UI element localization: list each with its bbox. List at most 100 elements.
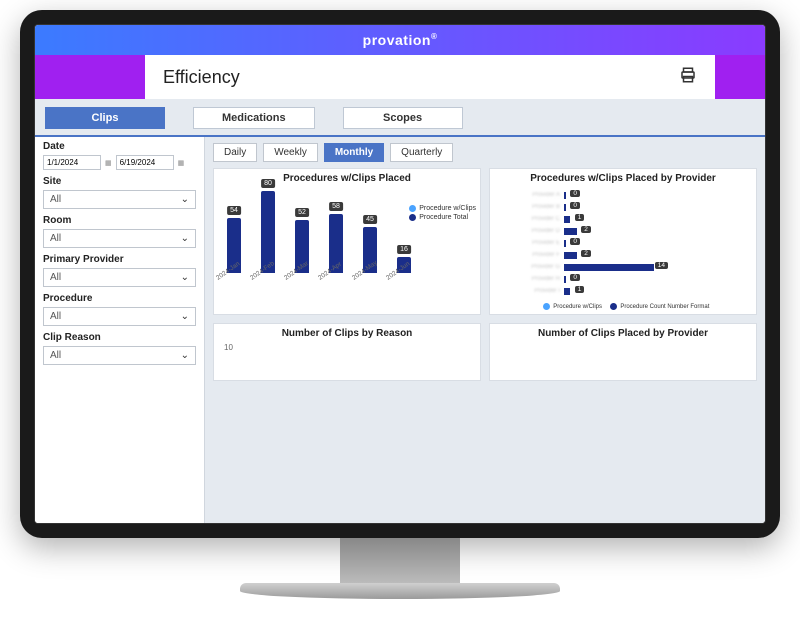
- chart2-title: Procedures w/Clips Placed by Provider: [496, 173, 750, 184]
- chart2-legend: Procedure w/Clips Procedure Count Number…: [496, 303, 750, 310]
- period-row: Daily Weekly Monthly Quarterly: [213, 143, 757, 162]
- date-end-input[interactable]: 6/19/2024: [116, 155, 174, 170]
- bar-column: 582024-Apr: [324, 214, 348, 283]
- chart1-legend: Procedure w/Clips Procedure Total: [409, 205, 476, 223]
- procedure-select[interactable]: All ⌄: [43, 307, 196, 326]
- room-select[interactable]: All ⌄: [43, 229, 196, 248]
- hbar-row: Provider D 2: [500, 226, 746, 236]
- filter-date: Date 1/1/2024 ▦ 6/19/2024 ▦: [43, 141, 196, 170]
- hbar-row: Provider F2: [500, 250, 746, 260]
- calendar-icon[interactable]: ▦: [105, 159, 112, 167]
- filter-date-label: Date: [43, 141, 196, 152]
- chart1-title: Procedures w/Clips Placed: [220, 173, 474, 184]
- hbar-label: Provider C: [500, 216, 564, 222]
- hbar: 0: [564, 204, 566, 211]
- hbar-label: Provider A: [500, 192, 564, 198]
- hbar-value-label: 2: [581, 250, 591, 257]
- title-left-pad: [35, 55, 145, 99]
- hbar-row: Provider G 14: [500, 262, 746, 272]
- chevron-down-icon: ⌄: [181, 194, 189, 205]
- chart3-axis: 10: [220, 343, 474, 352]
- monitor-frame: provation Efficiency Cl: [20, 10, 780, 599]
- bar-column: 522024-Mar: [290, 220, 314, 283]
- hbar-row: Provider B0: [500, 202, 746, 212]
- chevron-down-icon: ⌄: [181, 350, 189, 361]
- hbar-row: Provider I 1: [500, 286, 746, 296]
- sidebar-filters: Date 1/1/2024 ▦ 6/19/2024 ▦ Site All ⌄: [35, 137, 205, 523]
- hbar-value-label: 0: [570, 274, 580, 281]
- hbar-row: Provider C1: [500, 214, 746, 224]
- brand-bar: provation: [35, 25, 765, 55]
- hbar-row: Provider A0: [500, 190, 746, 200]
- chart1-bars: 542024-Jan802024-Feb522024-Mar582024-Apr…: [220, 188, 474, 283]
- filter-site-label: Site: [43, 176, 196, 187]
- site-value: All: [50, 194, 61, 205]
- hbar-label: Provider B: [500, 204, 564, 210]
- monitor-stand-base: [240, 583, 560, 599]
- title-bar: Efficiency: [35, 55, 765, 99]
- filter-clip-reason-label: Clip Reason: [43, 332, 196, 343]
- date-start-input[interactable]: 1/1/2024: [43, 155, 101, 170]
- hbar-row: Provider H0: [500, 274, 746, 284]
- hbar-value-label: 1: [575, 286, 585, 293]
- brand-logo: provation: [363, 32, 438, 48]
- title-right-pad: [715, 55, 765, 99]
- tab-clips[interactable]: Clips: [45, 107, 165, 129]
- chart3-title: Number of Clips by Reason: [220, 328, 474, 339]
- period-monthly[interactable]: Monthly: [324, 143, 384, 162]
- clip-reason-select[interactable]: All ⌄: [43, 346, 196, 365]
- chart4-title: Number of Clips Placed by Provider: [496, 328, 750, 339]
- tabs-row: Clips Medications Scopes: [35, 99, 765, 137]
- calendar-icon[interactable]: ▦: [178, 159, 185, 167]
- print-icon[interactable]: [679, 66, 697, 89]
- hbar: 0: [564, 276, 566, 283]
- screen: provation Efficiency Cl: [34, 24, 766, 524]
- bar-value-label: 16: [397, 245, 411, 254]
- chart-clips-by-reason: Number of Clips by Reason 10: [213, 323, 481, 381]
- monitor-stand-neck: [340, 538, 460, 583]
- chevron-down-icon: ⌄: [181, 233, 189, 244]
- hbar-label: Provider F: [500, 252, 564, 258]
- room-value: All: [50, 233, 61, 244]
- hbar-row: Provider E0: [500, 238, 746, 248]
- chart-clips-placed-by-provider: Number of Clips Placed by Provider: [489, 323, 757, 381]
- chart2-legend1: Procedure w/Clips: [553, 304, 602, 310]
- period-weekly[interactable]: Weekly: [263, 143, 318, 162]
- primary-provider-value: All: [50, 272, 61, 283]
- bar-column: 452024-May: [358, 227, 382, 283]
- chevron-down-icon: ⌄: [181, 311, 189, 322]
- filter-clip-reason: Clip Reason All ⌄: [43, 332, 196, 365]
- bar-column: 542024-Jan: [222, 218, 246, 283]
- hbar: 0: [564, 192, 566, 199]
- chart2-legend2: Procedure Count Number Format: [620, 304, 709, 310]
- tab-medications[interactable]: Medications: [193, 107, 315, 129]
- filter-primary-provider: Primary Provider All ⌄: [43, 254, 196, 287]
- clip-reason-value: All: [50, 350, 61, 361]
- hbar-label: Provider I: [500, 288, 564, 294]
- filter-primary-provider-label: Primary Provider: [43, 254, 196, 265]
- chevron-down-icon: ⌄: [181, 272, 189, 283]
- monitor-bezel: provation Efficiency Cl: [20, 10, 780, 538]
- main-content: Daily Weekly Monthly Quarterly Procedure…: [205, 137, 765, 523]
- site-select[interactable]: All ⌄: [43, 190, 196, 209]
- primary-provider-select[interactable]: All ⌄: [43, 268, 196, 287]
- legend-swatch: [543, 303, 550, 310]
- page-title: Efficiency: [163, 67, 240, 88]
- hbar-label: Provider D: [500, 228, 564, 234]
- hbar: 2: [564, 252, 577, 259]
- hbar-value-label: 14: [655, 262, 668, 269]
- filter-procedure-label: Procedure: [43, 293, 196, 304]
- filter-site: Site All ⌄: [43, 176, 196, 209]
- legend1-label: Procedure w/Clips: [419, 205, 476, 212]
- tab-scopes[interactable]: Scopes: [343, 107, 463, 129]
- bar-value-label: 58: [329, 202, 343, 211]
- bar-value-label: 80: [261, 179, 275, 188]
- hbar-label: Provider G: [500, 264, 564, 270]
- title-card: Efficiency: [145, 55, 715, 99]
- period-daily[interactable]: Daily: [213, 143, 257, 162]
- hbar-value-label: 0: [570, 238, 580, 245]
- period-quarterly[interactable]: Quarterly: [390, 143, 453, 162]
- hbar-value-label: 2: [581, 226, 591, 233]
- legend-swatch: [409, 205, 416, 212]
- chart-procedures-clips-placed: Procedures w/Clips Placed 542024-Jan8020…: [213, 168, 481, 315]
